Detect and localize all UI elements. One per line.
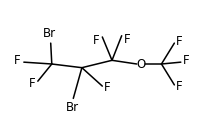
Text: F: F xyxy=(183,54,190,67)
Text: F: F xyxy=(103,81,110,94)
Text: Br: Br xyxy=(66,101,79,114)
Text: Br: Br xyxy=(43,27,56,40)
Text: F: F xyxy=(93,34,99,47)
Text: O: O xyxy=(136,57,146,71)
Text: F: F xyxy=(29,77,36,90)
Text: F: F xyxy=(175,80,182,93)
Text: F: F xyxy=(175,35,182,48)
Text: F: F xyxy=(124,33,130,46)
Text: F: F xyxy=(14,54,21,67)
